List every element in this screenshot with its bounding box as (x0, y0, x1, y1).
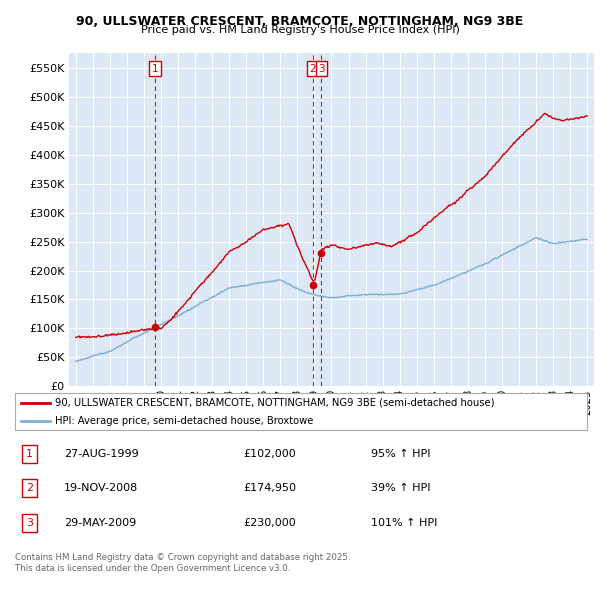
Text: 29-MAY-2009: 29-MAY-2009 (64, 517, 136, 527)
Text: 39% ↑ HPI: 39% ↑ HPI (371, 483, 430, 493)
Text: £174,950: £174,950 (244, 483, 296, 493)
Text: £230,000: £230,000 (244, 517, 296, 527)
Text: 2: 2 (26, 483, 33, 493)
Text: 90, ULLSWATER CRESCENT, BRAMCOTE, NOTTINGHAM, NG9 3BE: 90, ULLSWATER CRESCENT, BRAMCOTE, NOTTIN… (76, 15, 524, 28)
FancyBboxPatch shape (15, 394, 587, 430)
Text: £102,000: £102,000 (244, 449, 296, 459)
Text: 2: 2 (309, 64, 316, 74)
Text: 3: 3 (318, 64, 325, 74)
Text: Price paid vs. HM Land Registry's House Price Index (HPI): Price paid vs. HM Land Registry's House … (140, 25, 460, 35)
Text: Contains HM Land Registry data © Crown copyright and database right 2025.
This d: Contains HM Land Registry data © Crown c… (15, 553, 350, 573)
Text: HPI: Average price, semi-detached house, Broxtowe: HPI: Average price, semi-detached house,… (55, 416, 314, 426)
Text: 27-AUG-1999: 27-AUG-1999 (64, 449, 139, 459)
Text: 95% ↑ HPI: 95% ↑ HPI (371, 449, 430, 459)
Text: 101% ↑ HPI: 101% ↑ HPI (371, 517, 437, 527)
Text: 1: 1 (26, 449, 33, 459)
Text: 1: 1 (152, 64, 158, 74)
Text: 90, ULLSWATER CRESCENT, BRAMCOTE, NOTTINGHAM, NG9 3BE (semi-detached house): 90, ULLSWATER CRESCENT, BRAMCOTE, NOTTIN… (55, 398, 495, 408)
Text: 19-NOV-2008: 19-NOV-2008 (64, 483, 139, 493)
Text: 3: 3 (26, 517, 33, 527)
